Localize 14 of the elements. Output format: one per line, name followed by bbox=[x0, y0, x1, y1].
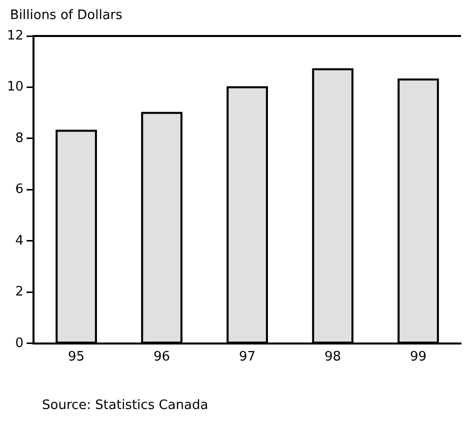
y-tick-label: 6 bbox=[15, 182, 24, 198]
y-tick-label: 0 bbox=[15, 336, 24, 351]
source-note: Source: Statistics Canada bbox=[42, 398, 208, 413]
y-tick-label: 2 bbox=[15, 284, 24, 300]
x-tick-label: 98 bbox=[324, 350, 342, 365]
x-tick-label: 95 bbox=[68, 350, 85, 365]
y-tick-label: 8 bbox=[15, 130, 24, 146]
x-tick-label: 97 bbox=[239, 350, 256, 365]
x-tick-label: 99 bbox=[410, 350, 427, 365]
y-tick-label: 4 bbox=[15, 233, 24, 248]
x-tick-label: 96 bbox=[154, 350, 170, 365]
y-tick-label: 10 bbox=[6, 80, 24, 95]
y-tick-label: 12 bbox=[6, 28, 24, 44]
y-axis-title: Billions of Dollars bbox=[10, 8, 122, 23]
